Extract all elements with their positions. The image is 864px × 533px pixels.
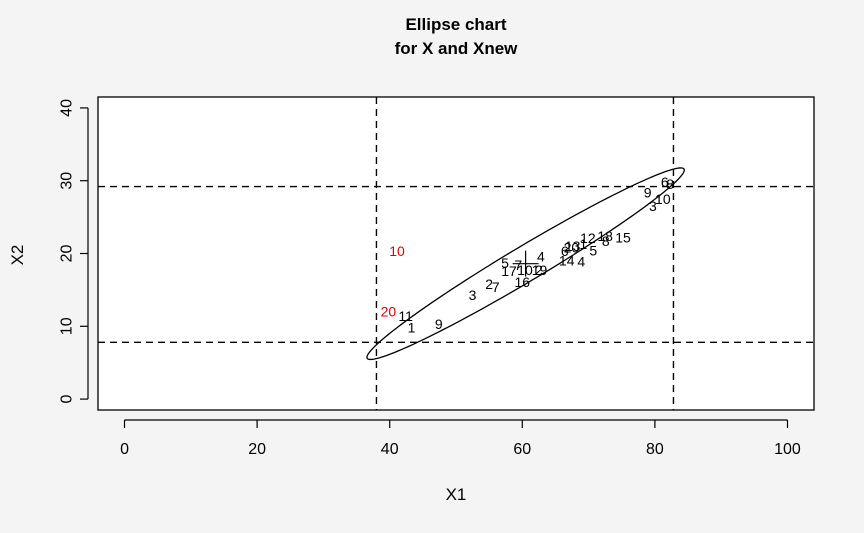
point-label: 6 [561,243,569,259]
x-axis-label: X1 [446,485,467,504]
y-axis-label: X2 [8,245,27,266]
point-label: 2 [485,276,493,292]
point-label: 11 [398,308,413,324]
y-tick-label: 10 [59,317,76,335]
point-label: 12 [580,230,596,246]
plot-area [97,96,815,411]
x-tick-label: 40 [381,441,399,458]
axes: 0 20 40 60 80 100 0 10 20 30 40 [59,99,801,458]
point-label: 3 [649,198,657,214]
point-label: 8 [602,233,610,249]
point-label: 10 [517,262,533,278]
confidence-ellipse [366,167,685,361]
point-label: 20 [564,240,580,256]
x-tick-label: 60 [513,441,531,458]
x-tick-label: 80 [646,441,664,458]
chart-title: Ellipse chart [405,15,506,34]
point-label: 4 [537,248,545,264]
point-label: 4 [577,253,585,269]
point-label: 9 [435,316,443,332]
x-tick-label: 20 [248,441,266,458]
point-label: 19 [532,262,548,278]
point-label: 17 [501,263,517,279]
point-label: 3 [469,287,477,303]
confidence-ellipse-group [366,167,685,361]
x-tick-label: 100 [774,441,801,458]
point-label: 7 [514,257,522,273]
point-label: 1 [579,236,587,252]
x-tick-label: 0 [120,441,129,458]
point-label: 5 [501,255,509,271]
point-label: 7 [492,279,500,295]
y-tick-label: 0 [59,395,76,404]
point-label: 13 [565,238,581,254]
point-label: 18 [597,228,613,244]
new-point-label: 10 [389,243,405,259]
point-label: 1 [408,320,416,336]
point-label: 6 [661,174,669,190]
point-label: 10 [655,191,671,207]
point-label: 15 [615,229,631,245]
chart-subtitle: for X and Xnew [395,39,519,58]
y-tick-label: 40 [59,99,76,117]
point-label: 5 [589,242,597,258]
new-point-label: 20 [381,304,397,320]
point-label: 16 [515,274,531,290]
point-label: 8 [666,176,674,192]
point-label: 9 [644,184,652,200]
y-tick-label: 20 [59,245,76,263]
point-label: 14 [559,253,575,269]
y-tick-label: 30 [59,172,76,190]
point-label: 2 [535,262,543,278]
control-limits [98,97,814,410]
